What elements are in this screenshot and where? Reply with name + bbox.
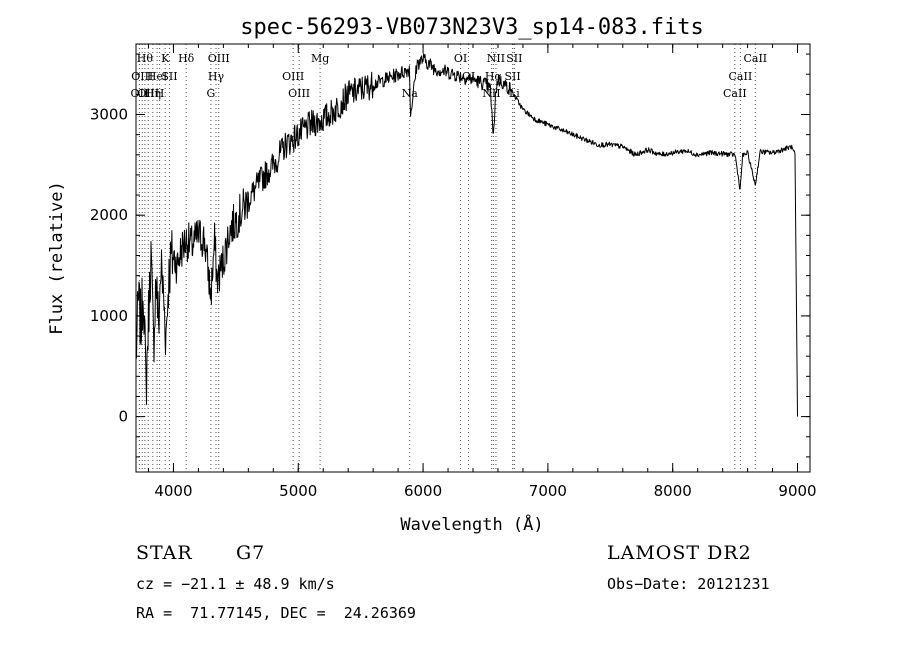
y-tick-label: 2000: [90, 206, 128, 224]
y-axis-ticks: 0 1000 2000 3000: [90, 53, 810, 458]
x-tick-label: 5000: [279, 482, 317, 500]
line-marker-label: OII: [131, 87, 149, 100]
line-marker-label: Hδ: [178, 52, 195, 65]
chart-title: spec-56293-VB073N23V3_sp14-083.fits: [240, 15, 704, 40]
line-marker-label: HeI: [147, 70, 167, 83]
spectral-line-labels: OIIOIIIHθOIIIHηHeIHKSIIHδGHγOIIIOIIIOIII…: [131, 52, 768, 100]
y-axis-label: Flux (relative): [47, 181, 67, 335]
observation-date: Obs−Date: 20121231: [607, 575, 770, 593]
line-marker-label: SII: [161, 70, 177, 83]
line-marker-label: CaII: [743, 52, 767, 65]
x-tick-label: 9000: [778, 482, 816, 500]
redshift-velocity: cz = −21.1 ± 48.9 km/s: [136, 575, 335, 593]
line-marker-label: K: [161, 52, 170, 65]
line-marker-label: Li: [509, 87, 520, 100]
survey-name: LAMOST DR2: [607, 542, 752, 564]
line-marker-label: NII: [487, 52, 505, 65]
line-marker-label: OIII: [288, 87, 310, 100]
line-marker-label: SII: [504, 70, 520, 83]
line-marker-label: OIII: [137, 87, 159, 100]
line-marker-label: Hη: [145, 87, 161, 100]
x-tick-label: 6000: [404, 482, 442, 500]
x-tick-label: 8000: [654, 482, 692, 500]
line-marker-label: Hθ: [137, 52, 154, 65]
spectrum-series: [135, 53, 798, 417]
line-marker-label: NII: [482, 87, 500, 100]
y-tick-label: 0: [118, 408, 128, 426]
y-tick-label: 3000: [90, 105, 128, 123]
line-marker-label: Hγ: [208, 70, 225, 83]
spectral-line-markers: [138, 44, 756, 472]
line-marker-label: H: [155, 87, 165, 100]
line-marker-label: G: [206, 87, 215, 100]
line-marker-label: CaII: [729, 70, 753, 83]
line-marker-label: CaII: [723, 87, 747, 100]
x-axis-ticks: 4000 5000 6000 7000 8000 9000: [147, 44, 817, 500]
plot-frame: [135, 43, 811, 473]
line-marker-label: OIII: [282, 70, 304, 83]
line-marker-label: OI: [454, 52, 467, 65]
line-marker-label: Mg: [311, 52, 329, 65]
line-marker-label: OIII: [208, 52, 230, 65]
x-tick-label: 4000: [154, 482, 192, 500]
y-tick-label: 1000: [90, 307, 128, 325]
flux-line: [135, 53, 798, 417]
coordinates: RA = 71.77145, DEC = 24.26369: [136, 604, 416, 622]
line-marker-label: OIII: [131, 70, 153, 83]
line-marker-label: SII: [506, 52, 522, 65]
object-subclass: G7: [236, 542, 266, 564]
object-class: STAR: [136, 542, 193, 564]
x-axis-label: Wavelength (Å): [400, 513, 543, 535]
x-tick-label: 7000: [529, 482, 567, 500]
